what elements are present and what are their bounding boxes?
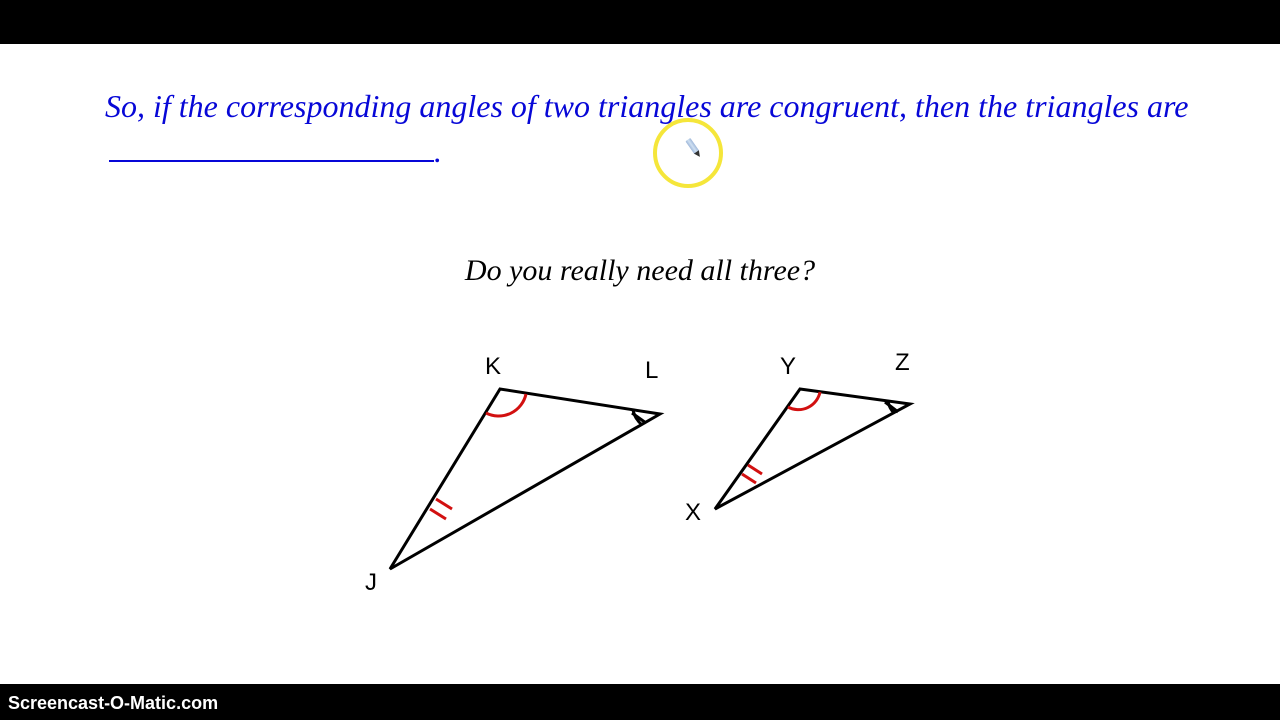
side-tick-jk-2 xyxy=(436,499,452,509)
letterbox-bottom: Screencast-O-Matic.com xyxy=(0,684,1280,720)
label-j: J xyxy=(365,569,377,597)
label-k: K xyxy=(485,353,501,381)
subtitle-text: Do you really need all three? xyxy=(0,254,1280,288)
label-x: X xyxy=(685,499,701,527)
side-tick-xy-2 xyxy=(748,465,762,474)
side-tick-xy-1 xyxy=(742,474,756,483)
triangle-jkl xyxy=(390,389,660,569)
label-z: Z xyxy=(895,349,910,377)
sentence-period: . xyxy=(434,133,442,169)
sentence-part1: So, if the corresponding angles of two t… xyxy=(105,88,1188,124)
watermark-text: Screencast-O-Matic.com xyxy=(8,693,218,714)
label-l: L xyxy=(645,357,658,385)
slide-content: So, if the corresponding angles of two t… xyxy=(0,44,1280,684)
main-sentence: So, if the corresponding angles of two t… xyxy=(105,84,1190,174)
triangle-xyz xyxy=(715,389,910,509)
angle-arc-k xyxy=(486,394,526,416)
label-y: Y xyxy=(780,353,796,381)
letterbox-top xyxy=(0,0,1280,44)
triangles-diagram: J K L X Y Z xyxy=(350,319,950,599)
side-tick-jk-1 xyxy=(430,509,446,519)
fill-in-blank xyxy=(109,131,434,162)
